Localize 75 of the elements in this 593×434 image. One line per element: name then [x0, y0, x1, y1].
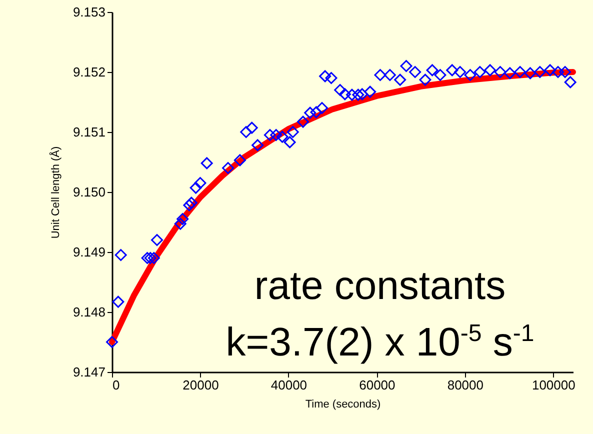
point	[524, 67, 536, 80]
y-tick-label: 9.151	[72, 124, 106, 140]
point	[194, 177, 206, 189]
point	[319, 70, 332, 82]
x-tick-label: 100000	[532, 378, 576, 392]
y-tick-label: 9.147	[72, 364, 106, 380]
point	[297, 116, 310, 128]
y-tick-label: 9.153	[72, 4, 106, 20]
point	[426, 64, 438, 76]
point	[352, 88, 364, 101]
point	[144, 252, 156, 264]
point	[454, 66, 466, 78]
x-axis-title: Time (seconds)	[305, 398, 381, 410]
x-tick-label: 40000	[270, 378, 308, 392]
point	[200, 157, 213, 170]
point	[276, 130, 288, 143]
point	[151, 234, 163, 246]
point	[419, 74, 432, 86]
point	[264, 129, 276, 141]
point	[316, 102, 328, 114]
point	[185, 196, 198, 209]
y-tick-label: 9.148	[72, 304, 106, 320]
point	[474, 66, 486, 78]
point	[374, 69, 386, 81]
point	[176, 213, 189, 225]
point	[400, 60, 412, 72]
point	[270, 129, 282, 141]
point	[364, 86, 376, 98]
x-tick-label: 0	[112, 378, 120, 392]
point	[394, 74, 406, 86]
point	[494, 66, 506, 78]
point	[190, 182, 202, 194]
x-tick-label: 60000	[359, 378, 396, 392]
point	[334, 84, 346, 96]
point	[384, 69, 396, 81]
point	[514, 66, 526, 78]
point	[222, 162, 234, 174]
point	[252, 139, 264, 152]
point	[464, 69, 476, 81]
point	[310, 106, 322, 118]
point	[484, 64, 496, 76]
point	[446, 64, 458, 76]
point	[346, 88, 358, 101]
point	[304, 106, 316, 119]
y-tick-label: 9.152	[72, 64, 106, 80]
y-axis-title: Unit Cell length (Å)	[48, 146, 62, 239]
point	[325, 72, 338, 84]
point	[356, 88, 368, 100]
y-tick-label: 9.150	[72, 184, 106, 200]
point	[544, 64, 556, 76]
point	[434, 69, 446, 81]
point	[409, 66, 422, 78]
point	[559, 66, 572, 78]
point	[564, 76, 576, 88]
point	[234, 154, 246, 166]
y-tick-label: 9.149	[72, 244, 106, 260]
point	[504, 67, 516, 80]
point	[246, 122, 258, 134]
annotation: k=3.7(2) x 10$^{-5}$ s$^{-1}$	[224, 319, 536, 366]
point	[240, 126, 252, 138]
point	[286, 126, 299, 138]
annotation: rate constants	[253, 263, 507, 310]
point	[338, 88, 351, 100]
point	[183, 199, 196, 212]
point	[174, 218, 186, 230]
point	[284, 136, 296, 148]
point	[148, 252, 160, 264]
point	[106, 336, 118, 348]
x-tick-label: 80000	[447, 378, 484, 392]
x-tick-label: 20000	[182, 378, 219, 392]
point	[112, 296, 124, 308]
point	[114, 249, 127, 261]
point	[534, 66, 546, 78]
point	[141, 252, 154, 264]
point	[552, 66, 564, 78]
